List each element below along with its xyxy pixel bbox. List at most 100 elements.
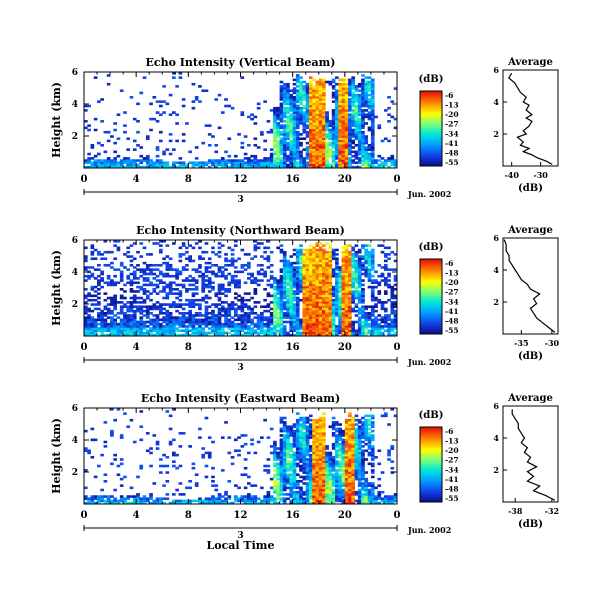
heatmap-cell — [292, 96, 297, 99]
heatmap-cell — [227, 495, 232, 498]
heatmap-cell — [87, 294, 91, 298]
heatmap-cell — [243, 320, 248, 324]
heatmap-cell — [237, 486, 241, 490]
heatmap-cell — [292, 480, 297, 483]
heatmap-cell — [158, 240, 163, 243]
heatmap-cell — [103, 318, 108, 322]
heatmap-cell — [220, 288, 225, 291]
heatmap-cell — [181, 320, 186, 324]
heatmap-cell — [305, 268, 310, 271]
heatmap-cell — [100, 165, 104, 169]
heatmap-cell — [364, 135, 369, 138]
heatmap-cell — [129, 272, 134, 276]
heatmap-cell — [341, 82, 346, 86]
heatmap-cell — [87, 161, 91, 165]
heatmap-cell — [273, 309, 277, 313]
heatmap-cell — [299, 318, 303, 322]
heatmap-cell — [289, 159, 294, 162]
heatmap-cell — [247, 501, 251, 505]
heatmap-cell — [331, 128, 336, 132]
heatmap-cell — [322, 274, 326, 278]
heatmap-cell — [129, 96, 134, 99]
heatmap-cell — [165, 318, 170, 322]
heatmap-cell — [282, 421, 287, 424]
heatmap-cell — [276, 117, 281, 121]
heatmap-cell — [119, 294, 124, 298]
heatmap-cell — [361, 246, 365, 250]
heatmap-cell — [344, 120, 349, 123]
colorbar-segment — [420, 109, 442, 113]
heatmap-cell — [335, 157, 339, 160]
heatmap-cell — [308, 329, 313, 333]
colorbar-segment — [420, 296, 442, 299]
colorbar-segment — [420, 304, 442, 307]
heatmap-cell — [292, 137, 297, 141]
heatmap-cell — [289, 124, 294, 127]
heatmap-cell — [152, 329, 157, 333]
heatmap-cell — [286, 130, 290, 134]
heatmap-cell — [211, 495, 215, 498]
heatmap-cell — [110, 320, 114, 324]
heatmap-cell — [292, 128, 297, 132]
heatmap-cell — [344, 314, 349, 317]
heatmap-cell — [282, 87, 287, 90]
heatmap-cell — [312, 152, 316, 156]
heatmap-cell — [279, 466, 284, 470]
heatmap-cell — [273, 333, 277, 337]
heatmap-cell — [312, 165, 316, 169]
heatmap-cell — [168, 501, 173, 505]
colorbar-frame — [419, 90, 443, 167]
heatmap-cell — [103, 501, 108, 505]
heatmap-cell — [97, 501, 101, 505]
heatmap-cell — [364, 91, 369, 95]
heatmap-cell — [279, 322, 284, 326]
heatmap-cell — [142, 495, 147, 498]
heatmap-cell — [253, 281, 258, 285]
heatmap-cell — [305, 329, 310, 333]
heatmap-cell — [335, 124, 339, 127]
heatmap-cell — [194, 281, 199, 285]
heatmap-cell — [165, 272, 170, 276]
heatmap-cell — [348, 104, 352, 108]
heatmap-cell — [315, 438, 320, 442]
heatmap-cell — [370, 264, 375, 267]
x-tick-label: 0 — [81, 174, 88, 185]
heatmap-cell — [266, 318, 271, 322]
heatmap-cell — [361, 78, 365, 82]
heatmap-cell — [312, 78, 316, 82]
heatmap-cell — [273, 122, 277, 125]
heatmap-cell — [230, 307, 235, 311]
heatmap-cell — [87, 309, 91, 313]
heatmap-cell — [302, 320, 307, 324]
heatmap-cell — [132, 117, 137, 121]
heatmap-cell — [126, 314, 131, 317]
heatmap-cell — [322, 288, 326, 291]
heatmap-cell — [361, 333, 365, 337]
heatmap-cell — [308, 331, 313, 335]
heatmap-cell — [322, 277, 326, 280]
heatmap-cell — [338, 106, 342, 110]
heatmap-cell — [149, 283, 153, 287]
heatmap-cell — [295, 436, 300, 439]
heatmap-cell — [279, 244, 284, 247]
heatmap-cell — [279, 484, 284, 487]
heatmap-cell — [204, 274, 209, 278]
heatmap-cell — [286, 464, 290, 468]
heatmap-cell — [136, 159, 140, 162]
heatmap-cell — [292, 296, 297, 300]
heatmap-cell — [282, 161, 287, 165]
heatmap-cell — [322, 115, 326, 119]
heatmap-cell — [315, 250, 320, 254]
heatmap-cell — [273, 120, 277, 123]
heatmap-cell — [370, 165, 375, 169]
heatmap-cell — [312, 449, 316, 453]
heatmap-cell — [357, 104, 362, 108]
heatmap-cell — [282, 307, 287, 311]
heatmap-cell — [97, 283, 101, 287]
heatmap-cell — [253, 312, 258, 315]
colorbar-segment — [420, 274, 442, 277]
heatmap-cell — [110, 322, 114, 326]
heatmap-cell — [282, 283, 287, 287]
heatmap-cell — [276, 283, 281, 287]
heatmap-cell — [344, 305, 349, 309]
